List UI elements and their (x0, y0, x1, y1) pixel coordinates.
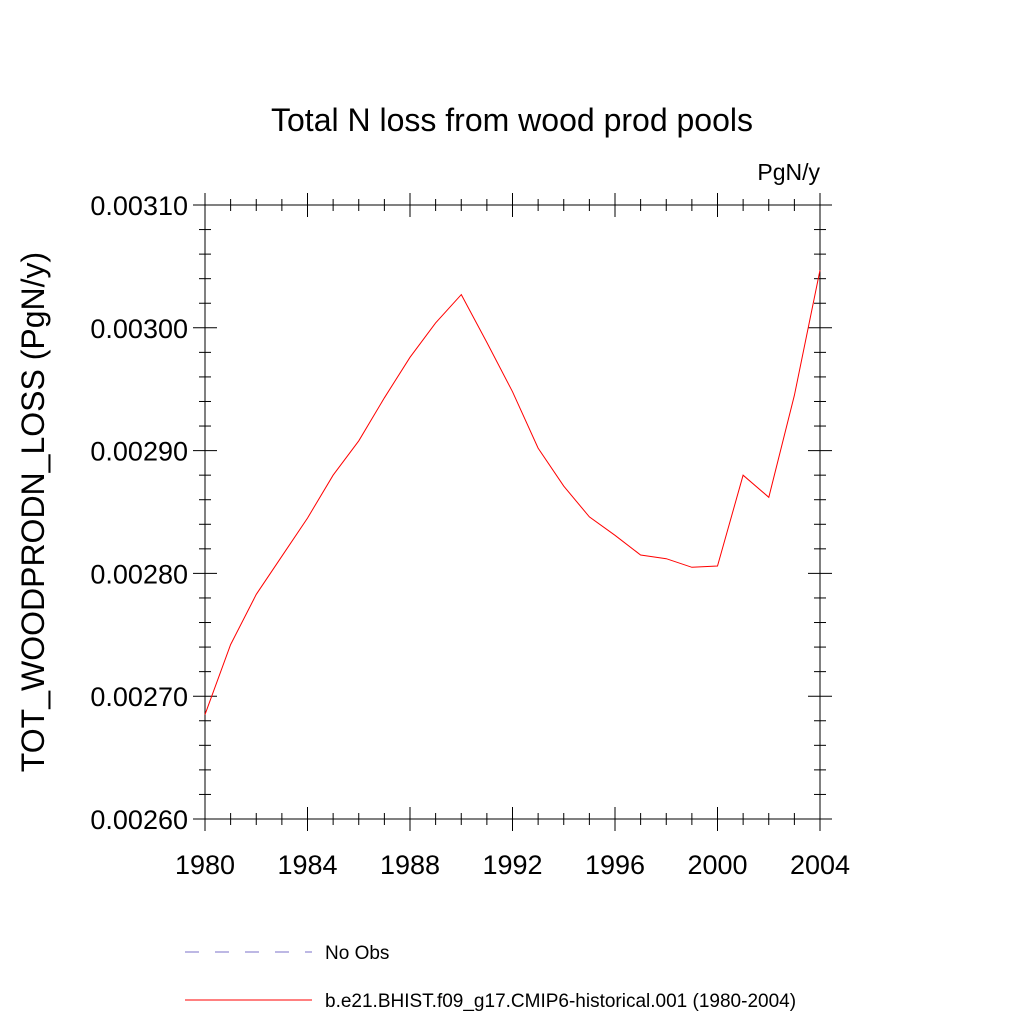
legend-label-0: No Obs (325, 943, 389, 964)
x-tick-label: 2000 (687, 850, 747, 880)
units-label: PgN/y (757, 159, 820, 185)
y-axis-label: TOT_WOODPRODN_LOSS (PgN/y) (15, 252, 51, 772)
x-tick-label: 1988 (380, 850, 440, 880)
y-tick-label: 0.00290 (90, 437, 188, 467)
chart-title: Total N loss from wood prod pools (271, 102, 753, 138)
x-tick-label: 1984 (277, 850, 337, 880)
y-tick-label: 0.00300 (90, 314, 188, 344)
y-tick-label: 0.00260 (90, 805, 188, 835)
y-tick-label: 0.00270 (90, 682, 188, 712)
x-tick-label: 1992 (482, 850, 542, 880)
series-line-1 (204, 269, 821, 715)
axis-ticks (193, 193, 832, 831)
axis-tick-labels: 1980 1984 1988 1992 1996 2000 2004 0.00260 0.002… (90, 191, 850, 880)
x-tick-label: 1996 (585, 850, 645, 880)
plot-frame (204, 204, 821, 820)
y-tick-label: 0.00310 (90, 191, 188, 221)
series-lines (204, 269, 821, 715)
y-tick-label: 0.00280 (90, 559, 188, 589)
x-tick-label: 1980 (175, 850, 235, 880)
legend: No Obs b.e21.BHIST.f09_g17.CMIP6-historic… (185, 943, 796, 1012)
x-tick-label: 2004 (790, 850, 850, 880)
legend-label-1: b.e21.BHIST.f09_g17.CMIP6-historical.001… (325, 991, 796, 1012)
